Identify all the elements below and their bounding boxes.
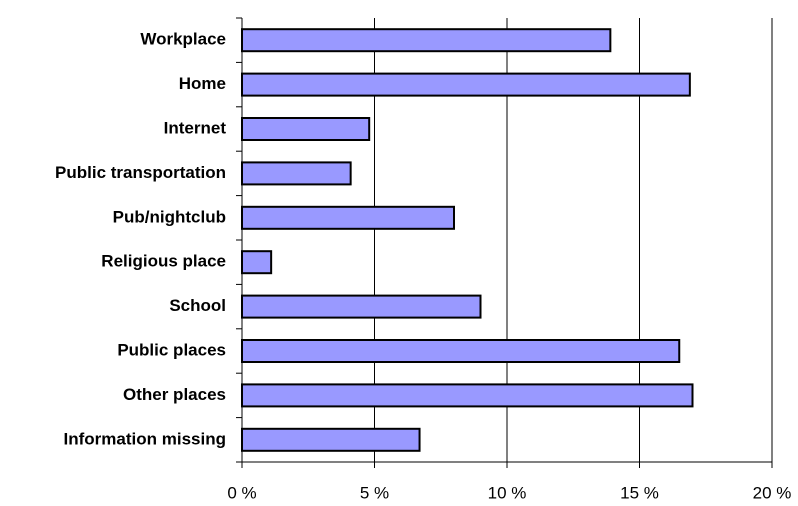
bar: [241, 383, 694, 408]
bar: [241, 72, 691, 97]
x-tick-label: 20 %: [753, 483, 792, 502]
bar: [241, 205, 455, 230]
x-tick-label: 10 %: [488, 483, 527, 502]
y-tick-label: Home: [179, 74, 226, 93]
bar: [241, 427, 421, 452]
bar: [241, 161, 352, 186]
bar: [241, 294, 482, 319]
y-tick-label: School: [169, 296, 226, 315]
x-tick-label: 5 %: [360, 483, 389, 502]
y-tick-label: Religious place: [101, 252, 226, 271]
bar: [241, 28, 612, 53]
y-tick-label: Public transportation: [55, 163, 226, 182]
bar: [241, 339, 681, 363]
bar: [241, 117, 371, 141]
y-tick-label: Other places: [123, 385, 226, 404]
y-tick-label: Information missing: [64, 429, 226, 448]
x-tick-label: 15 %: [620, 483, 659, 502]
y-tick-label: Pub/nightclub: [113, 207, 226, 226]
bar: [241, 250, 273, 275]
x-tick-label: 0 %: [227, 483, 256, 502]
y-tick-label: Public places: [117, 340, 226, 359]
y-tick-label: Internet: [164, 118, 227, 137]
y-tick-label: Workplace: [140, 30, 226, 49]
